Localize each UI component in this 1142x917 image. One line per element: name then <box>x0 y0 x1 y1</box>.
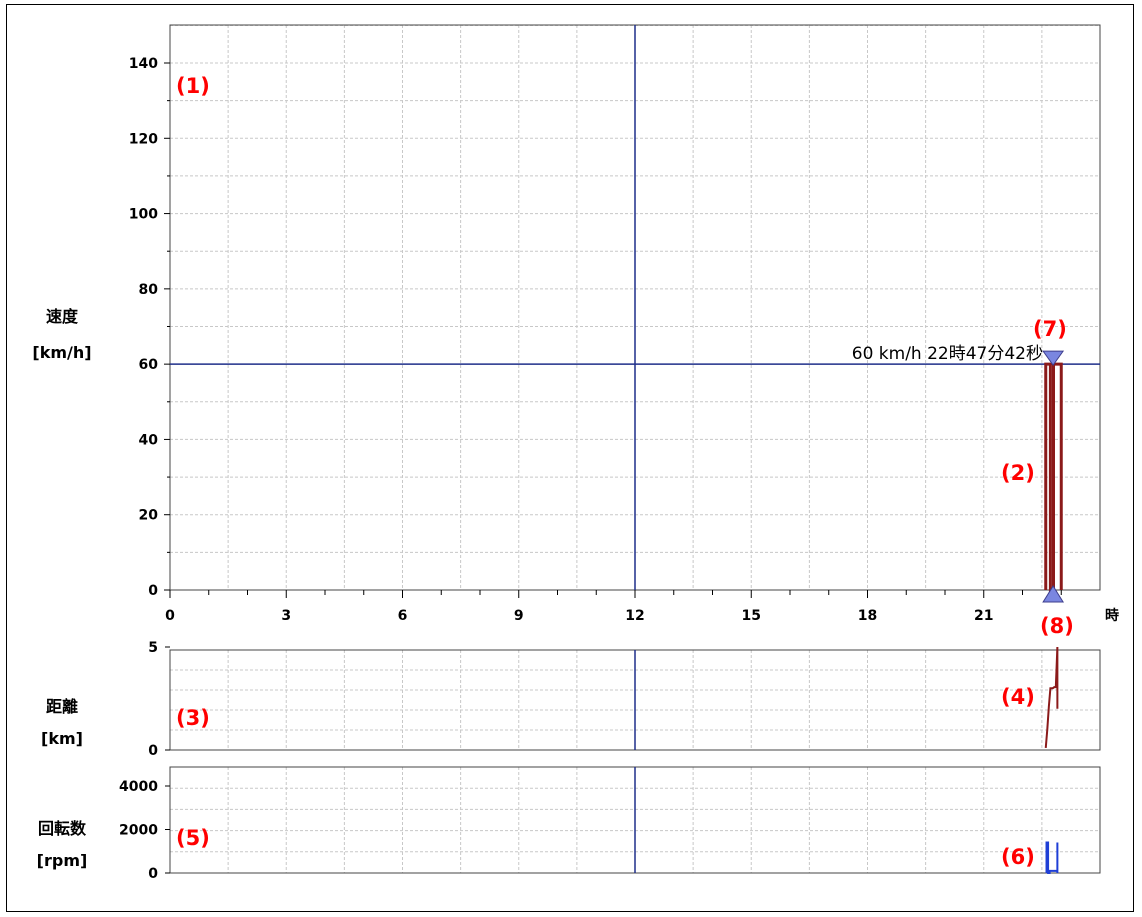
y-tick-label: 140 <box>129 56 158 72</box>
cursor-marker-triangle-down <box>1042 350 1065 367</box>
y-axis-label: 回転数 <box>38 819 87 838</box>
chart-frame <box>6 4 1134 912</box>
annotation-label: (1) <box>176 74 210 98</box>
y-tick-label: 100 <box>129 207 158 223</box>
x-tick-label: 0 <box>165 608 175 624</box>
x-axis-label: 時 <box>1105 607 1119 624</box>
annotation-label: (7) <box>1033 317 1067 341</box>
y-tick-label: 80 <box>139 282 159 298</box>
x-tick-label: 18 <box>858 608 877 624</box>
cursor-readout: 60 km/h 22時47分42秒 <box>852 344 1043 364</box>
y-axis-label: [km] <box>41 729 83 748</box>
y-axis-label: [km/h] <box>32 343 91 362</box>
x-tick-label: 6 <box>398 608 408 624</box>
annotation-label: (6) <box>1001 845 1035 869</box>
y-tick-label: 5 <box>148 640 158 656</box>
y-tick-label: 2000 <box>119 823 158 839</box>
y-tick-label: 120 <box>129 131 158 147</box>
x-tick-label: 12 <box>625 608 644 624</box>
cursor-marker-triangle-up <box>1042 585 1065 603</box>
x-tick-label: 21 <box>974 608 993 624</box>
x-tick-label: 15 <box>742 608 761 624</box>
y-tick-label: 4000 <box>119 779 158 795</box>
y-tick-label: 0 <box>148 866 158 882</box>
y-axis-label: 距離 <box>46 697 78 716</box>
x-tick-label: 9 <box>514 608 524 624</box>
y-axis-label: 速度 <box>46 307 79 326</box>
series-line <box>1044 646 1059 749</box>
y-tick-label: 40 <box>139 432 159 448</box>
annotation-label: (2) <box>1001 461 1035 485</box>
annotation-label: (8) <box>1040 614 1074 638</box>
x-tick-label: 3 <box>281 608 291 624</box>
y-tick-label: 0 <box>148 583 158 599</box>
annotation-label: (3) <box>176 706 210 730</box>
annotation-label: (4) <box>1001 685 1035 709</box>
y-tick-label: 0 <box>148 743 158 759</box>
speed-series-line <box>1044 362 1063 592</box>
annotation-label: (5) <box>176 826 210 850</box>
series-line <box>1045 841 1059 874</box>
y-tick-label: 20 <box>139 508 159 524</box>
y-axis-label: [rpm] <box>37 851 88 870</box>
y-tick-label: 60 <box>139 357 159 373</box>
